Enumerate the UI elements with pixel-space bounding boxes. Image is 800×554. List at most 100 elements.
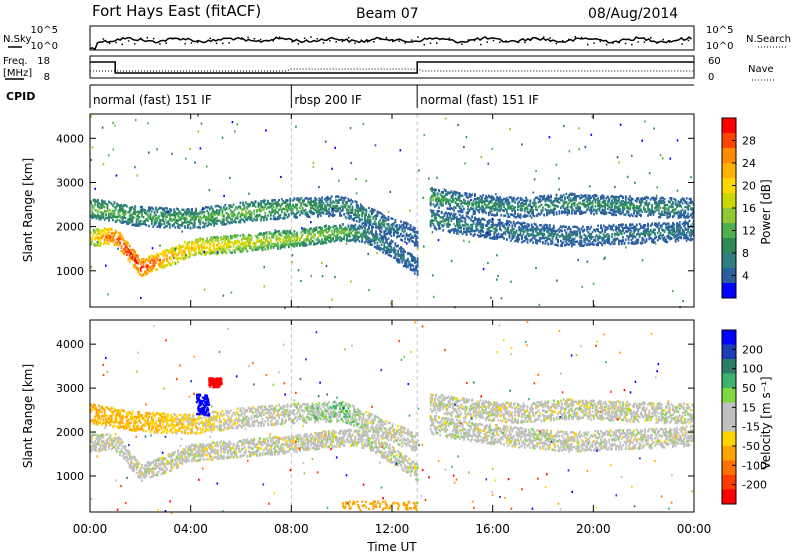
power-cell [189,221,192,224]
power-cell [258,208,261,212]
power-cell [354,216,357,219]
power-cell [457,192,460,195]
power-cell [236,248,239,251]
power-cell [481,208,483,211]
nsearch-point [121,43,123,46]
power-cell [330,195,333,198]
nsearch-point [385,36,388,39]
noise-strip: 10^5 10^0 10^5 10^0 N.Sky N.Search [3,25,791,52]
power-cell [220,207,222,210]
power-cell [453,192,456,195]
power-cell [350,231,352,234]
power-cell [227,236,229,239]
power-cell [321,207,323,210]
power-cell [98,240,101,243]
power-cell [210,251,213,255]
power-cell [260,243,263,246]
cpid-segment-label: normal (fast) 151 IF [420,93,539,107]
power-cell [211,250,214,253]
power-cell [541,196,544,199]
power-cell [407,222,409,226]
power-cell [159,206,161,210]
power-cell [203,214,206,217]
power-cell [631,197,634,201]
power-cell [350,202,352,206]
power-cell [191,221,193,225]
power-cell [432,211,435,214]
power-cell [124,220,127,223]
power-cell [155,206,157,209]
power-cell [314,201,316,204]
power-cell [618,211,620,214]
power-cell [293,230,296,233]
power-cell [311,200,314,203]
power-cell [670,197,673,200]
power-cell [105,213,107,217]
power-cell [317,215,319,218]
power-cell [683,198,685,201]
power-cell [185,213,188,216]
power-cell [499,208,501,211]
power-cell [479,198,482,201]
power-cell [170,214,173,217]
power-cell [525,202,528,206]
power-cell [407,238,409,241]
power-cell [478,205,480,208]
power-cell [123,209,125,212]
power-cell [400,253,402,256]
power-cell [94,243,96,246]
power-cell [225,235,228,238]
power-cell [572,208,575,212]
nsearch-point [134,43,136,45]
power-cell [504,207,507,211]
power-cell [166,207,168,210]
power-cell [156,210,159,214]
power-cell [505,208,508,212]
power-cell [343,205,346,209]
power-cell [407,259,409,262]
power-cell [616,206,619,209]
power-cell [409,238,412,241]
power-cell [218,213,221,216]
power-cell [311,206,314,210]
power-cell [478,211,480,214]
power-cell [383,246,386,249]
power-cell [204,253,207,256]
power-cell [400,232,402,236]
power-cell [387,237,390,240]
power-cell [660,210,663,213]
power-cell [319,228,322,231]
power-cell [507,205,510,208]
power-cell [521,204,523,207]
power-cell [94,236,96,239]
power-cell [522,202,525,205]
power-cell [285,201,287,205]
power-cell [257,202,260,205]
power-cell [159,219,161,222]
power-cell [196,215,199,218]
power-cell [503,209,505,212]
power-cell [315,201,318,205]
power-cell [394,220,397,223]
power-cell [665,207,667,210]
power-cell [566,205,569,209]
power-cell [163,257,166,260]
power-cell [576,204,579,208]
power-cell [145,270,148,273]
power-cell [95,209,98,212]
power-cell [312,227,315,231]
power-cell [142,222,145,226]
power-cell [485,194,487,198]
power-cell [236,213,239,216]
power-cell [652,198,655,201]
power-cell [548,205,551,208]
power-cell [493,197,496,200]
power-cell [128,245,131,248]
power-cell [490,208,493,211]
power-cell [114,206,117,209]
power-cell [335,238,337,242]
power-cell [394,244,397,247]
power-cell [348,229,351,232]
power-cell [305,197,308,200]
power-cell [240,241,243,244]
